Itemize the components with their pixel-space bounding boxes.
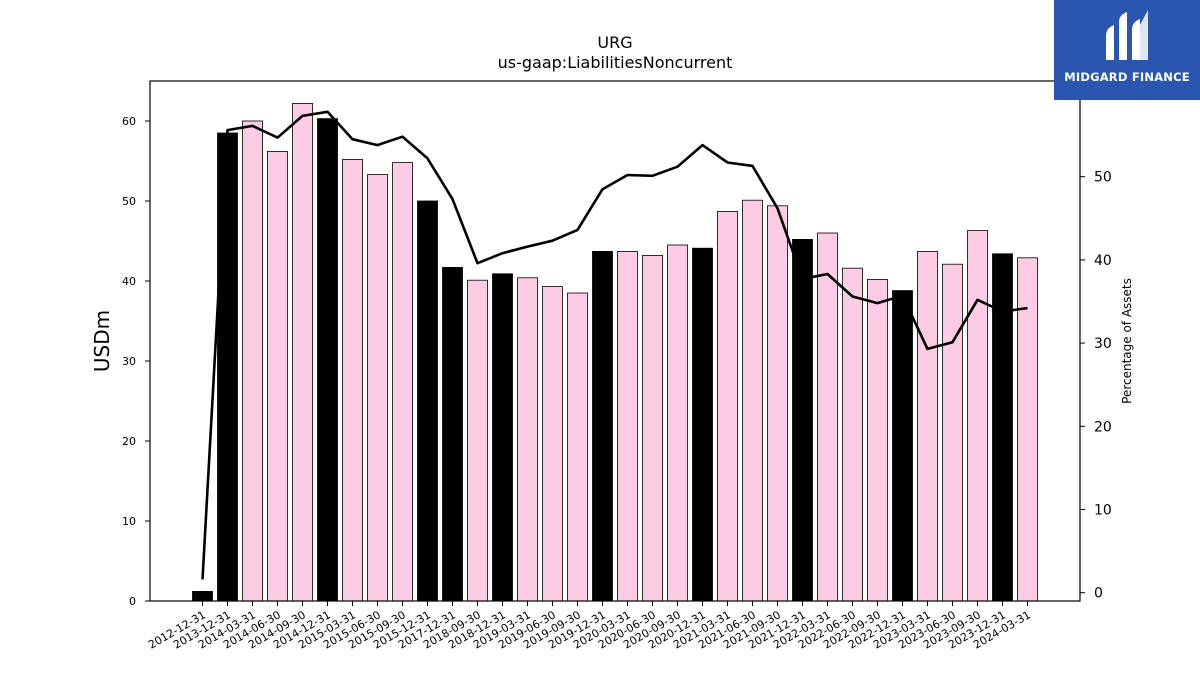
logo-mark-icon xyxy=(1106,10,1148,60)
bar-2015-03-31 xyxy=(342,158,363,602)
y-tick-label: 40 xyxy=(122,275,136,288)
bar-2017-12-31 xyxy=(442,266,463,602)
bar-2014-06-30 xyxy=(267,150,288,602)
bar-2015-12-31 xyxy=(417,200,438,602)
bar-2019-09-30 xyxy=(567,292,588,602)
bar-2020-03-31 xyxy=(617,250,638,602)
bar-2019-03-31 xyxy=(517,277,538,602)
x-axis: 2012-12-312013-12-312014-03-312014-06-30… xyxy=(146,601,1033,652)
y-tick-label: 20 xyxy=(122,435,136,448)
bar-2013-12-31 xyxy=(217,132,238,602)
bar-2021-12-31 xyxy=(792,238,813,602)
bar-2022-12-31 xyxy=(892,290,913,602)
y-tick-label: 30 xyxy=(122,355,136,368)
y-tick-label: 0 xyxy=(129,595,136,608)
bar-2023-06-30 xyxy=(942,263,963,602)
bar-2014-09-30 xyxy=(292,103,313,602)
plot-frame xyxy=(149,80,1081,602)
chart-subtitle: us-gaap:LiabilitiesNoncurrent xyxy=(498,53,733,72)
y-tick-label: 10 xyxy=(122,515,136,528)
chart-title: URG xyxy=(597,33,632,52)
y-axis-label: USDm xyxy=(90,310,114,372)
bar-2022-09-30 xyxy=(867,278,888,602)
bar-2020-09-30 xyxy=(667,244,688,602)
brand-name: MIDGARD FINANCE xyxy=(1064,70,1190,84)
bar-2018-12-31 xyxy=(492,273,513,602)
y2-tick-label: 30 xyxy=(1094,336,1112,352)
percentage-line xyxy=(201,110,1028,580)
bar-2019-06-30 xyxy=(542,286,563,602)
bar-2021-09-30 xyxy=(767,205,788,602)
bar-2015-09-30 xyxy=(392,162,413,602)
line-layer xyxy=(201,110,1028,580)
y2-tick-label: 0 xyxy=(1094,586,1103,602)
y2-tick-label: 20 xyxy=(1094,419,1112,435)
bar-2023-09-30 xyxy=(967,230,988,602)
bar-2018-09-30 xyxy=(467,279,488,602)
y-tick-label: 60 xyxy=(122,115,136,128)
bar-2023-12-31 xyxy=(992,253,1013,602)
bar-2021-03-31 xyxy=(717,210,738,602)
bar-2015-06-30 xyxy=(367,174,388,602)
y2-tick-label: 50 xyxy=(1094,170,1112,186)
bar-2020-12-31 xyxy=(692,247,713,602)
y2-axis-label: Percentage of Assets xyxy=(1120,278,1134,404)
bar-2023-03-31 xyxy=(917,250,938,602)
bar-2012-12-31 xyxy=(192,591,213,602)
y2-tick-label: 10 xyxy=(1094,502,1112,518)
y-axis-left: 0 10 20 30 40 50 60 xyxy=(122,115,150,608)
y2-tick-label: 40 xyxy=(1094,253,1112,269)
bar-2021-06-30 xyxy=(742,199,763,602)
bar-2022-06-30 xyxy=(842,267,863,602)
bar-2020-06-30 xyxy=(642,254,663,602)
y-tick-label: 50 xyxy=(122,195,136,208)
bar-2019-12-31 xyxy=(592,250,613,602)
brand-logo: MIDGARD FINANCE xyxy=(1054,0,1200,100)
bar-2014-12-31 xyxy=(317,118,338,602)
y-axis-right: 0 10 20 30 40 50 xyxy=(1080,170,1112,602)
bars-layer xyxy=(192,103,1038,602)
bar-2014-03-31 xyxy=(242,120,263,602)
bar-2022-03-31 xyxy=(817,232,838,602)
